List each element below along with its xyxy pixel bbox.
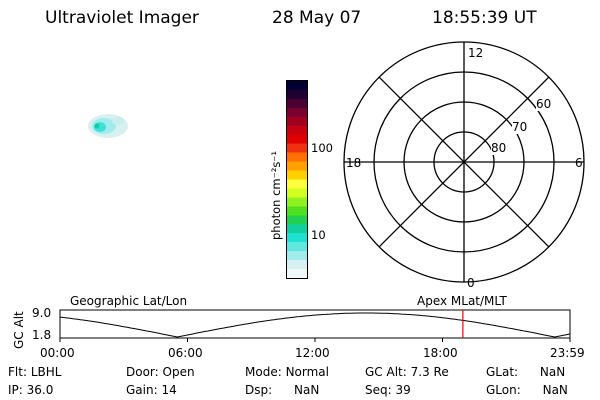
info-glon-value: NaN <box>542 383 568 397</box>
info-ip: IP: 36.0 <box>8 383 53 397</box>
info-glat-key: GLat: <box>486 365 519 379</box>
info-seq: Seq: 39 <box>365 383 411 397</box>
instrument-title: Ultraviolet Imager <box>45 8 199 28</box>
timeline-frame <box>59 309 571 339</box>
altitude-curve <box>59 312 571 338</box>
colorbar-tick-100: 100 <box>311 141 333 155</box>
timeline-ytick-high: 9.0 <box>32 306 52 320</box>
info-glon-key: GLon: <box>486 383 521 397</box>
lat-label-80: 80 <box>491 141 507 155</box>
info-mode: Mode: Normal <box>245 365 329 379</box>
info-gain: Gain: 14 <box>126 383 177 397</box>
mlt-label-0: 0 <box>467 276 475 290</box>
mlt-label-6: 6 <box>575 156 583 170</box>
info-gcalt-key: GC Alt: <box>365 365 407 379</box>
info-ip-key: IP: <box>8 383 23 397</box>
info-mode-value: Normal <box>285 365 329 379</box>
info-mode-key: Mode: <box>245 365 282 379</box>
date-label: 28 May 07 <box>272 8 362 28</box>
info-glat: GLat: NaN <box>486 365 565 379</box>
timeline-ytick-low: 1.8 <box>32 328 52 342</box>
info-gcalt: GC Alt: 7.3 Re <box>365 365 449 379</box>
time-label: 18:55:39 UT <box>432 8 537 28</box>
info-flt-key: Flt: <box>8 365 27 379</box>
info-ip-value: 36.0 <box>26 383 54 397</box>
info-gcalt-value: 7.3 Re <box>410 365 449 379</box>
info-door: Door: Open <box>126 365 195 379</box>
colorbar <box>286 80 308 279</box>
timeline-xtick-0000: 00:00 <box>40 346 75 360</box>
lat-label-70: 70 <box>512 120 528 134</box>
timeline-tick-marks <box>59 338 571 342</box>
timeline-left-title: Geographic Lat/Lon <box>70 294 188 308</box>
timeline-right-title: Apex MLat/MLT <box>417 294 507 308</box>
timeline-xtick-1200: 12:00 <box>295 346 330 360</box>
timeline-xtick-0600: 06:00 <box>168 346 203 360</box>
lat-label-60: 60 <box>536 97 552 111</box>
info-dsp-value: NaN <box>293 383 320 397</box>
timeline-xtick-2359: 23:59 <box>550 346 585 360</box>
info-door-key: Door: <box>126 365 159 379</box>
mlt-label-12: 12 <box>468 46 484 60</box>
colorbar-tick-10: 10 <box>311 228 326 242</box>
timeline-xtick-1800: 18:00 <box>423 346 458 360</box>
info-flt-value: LBHL <box>30 365 62 379</box>
info-dsp-key: Dsp: <box>245 383 273 397</box>
polar-diagonal-2 <box>378 76 550 248</box>
info-gain-key: Gain: <box>126 383 158 397</box>
info-seq-key: Seq: <box>365 383 392 397</box>
mlt-label-18: 18 <box>346 156 362 170</box>
info-seq-value: 39 <box>395 383 411 397</box>
info-glon: GLon: NaN <box>486 383 568 397</box>
aurora-blob <box>88 114 128 138</box>
info-flt: Flt: LBHL <box>8 365 61 379</box>
info-glat-value: NaN <box>539 365 566 379</box>
info-dsp: Dsp: NaN <box>245 383 319 397</box>
info-gain-value: 14 <box>161 383 177 397</box>
info-door-value: Open <box>162 365 195 379</box>
